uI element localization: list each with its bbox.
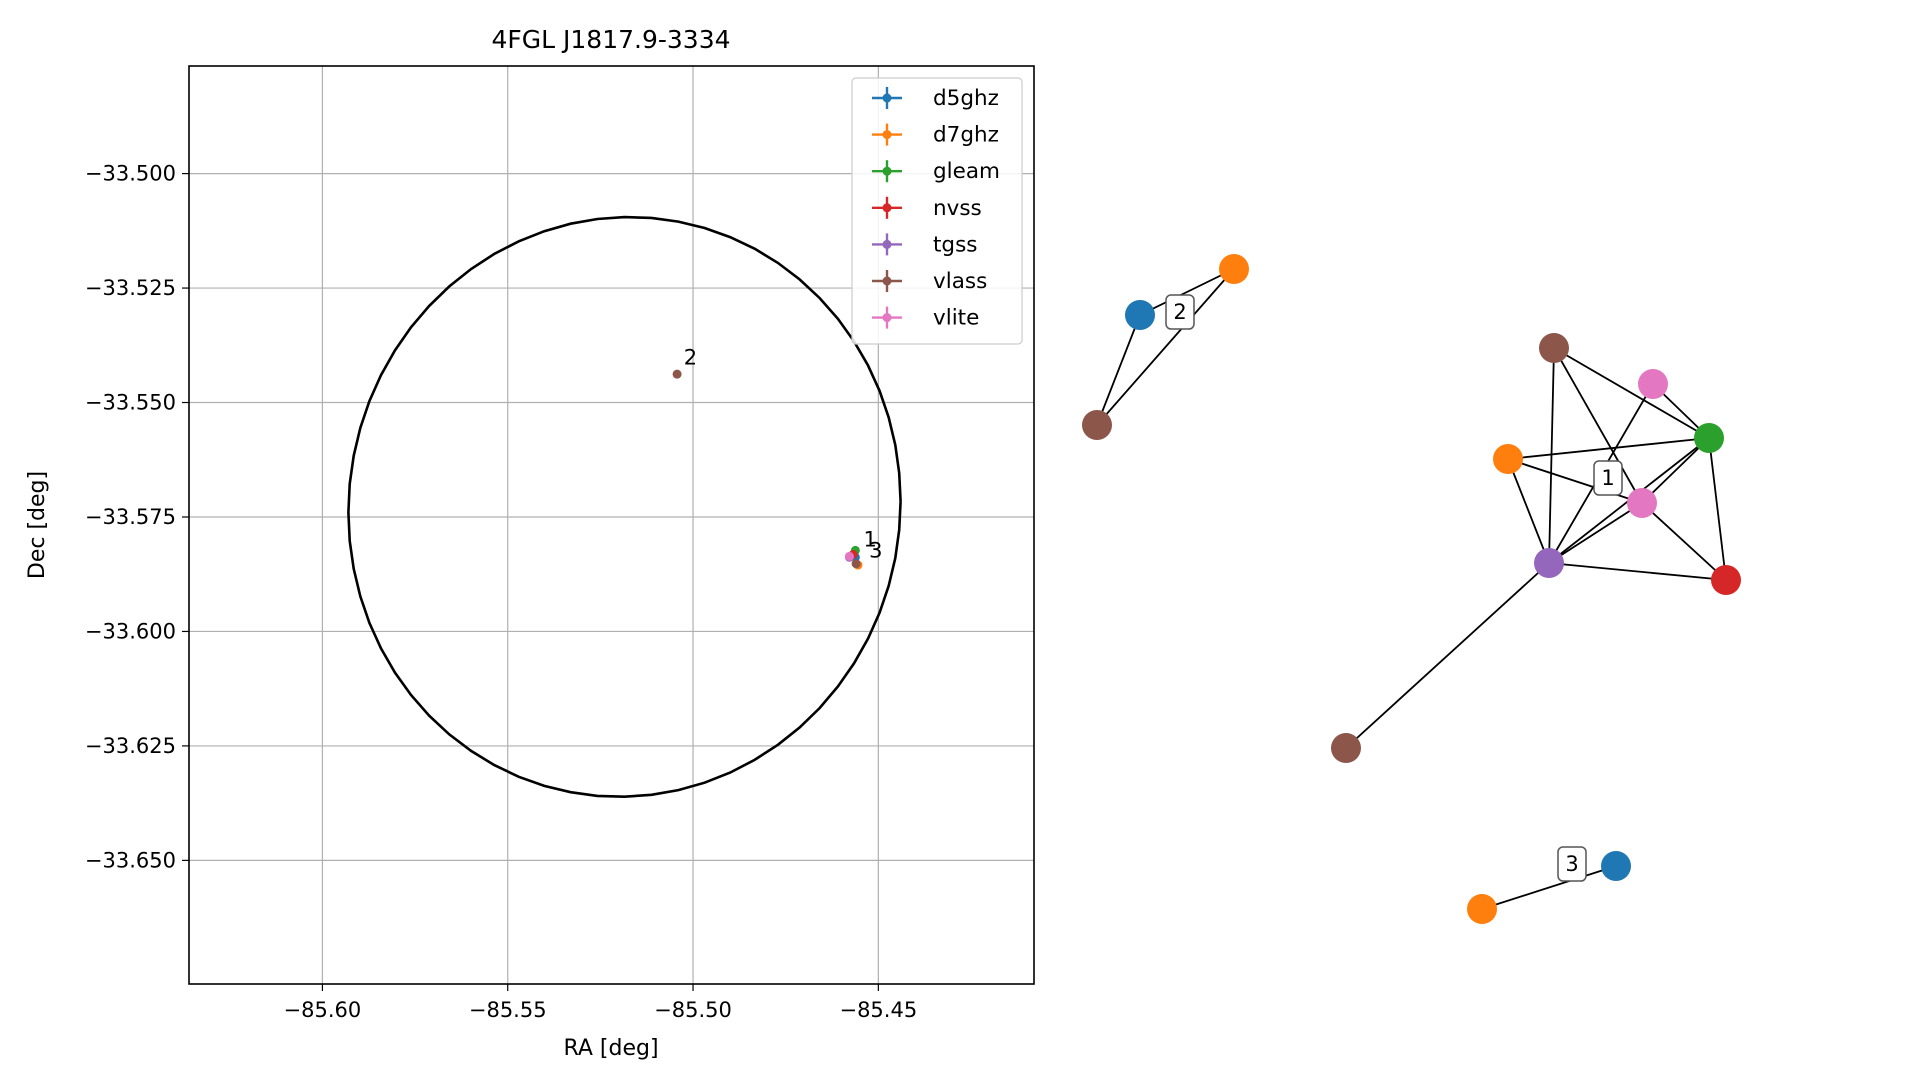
- group-label-2: 2: [1165, 294, 1195, 330]
- y-tick-label: −33.625: [85, 734, 176, 758]
- legend-label: d7ghz: [933, 123, 999, 148]
- vlite-point: [844, 551, 854, 561]
- network-panel: 1 2 3: [1082, 254, 1741, 924]
- graph-edge: [1139, 268, 1235, 316]
- point-labels: 2 13: [684, 346, 883, 563]
- data-points: [672, 369, 863, 570]
- graph-nodes: [1082, 254, 1741, 924]
- graph-edge: [1641, 437, 1710, 504]
- graph-edge: [1548, 502, 1643, 564]
- localization-ellipse-layer: [347, 215, 902, 799]
- graph-node-d5ghz: [1125, 300, 1155, 330]
- legend-label: vlass: [933, 269, 987, 294]
- legend-label: gleam: [933, 159, 1000, 184]
- graph-node-d7ghz: [1219, 254, 1249, 284]
- x-tick-label: −85.45: [839, 998, 917, 1022]
- legend-marker-dot: [882, 166, 892, 176]
- vlass-point: [672, 369, 682, 379]
- legend-marker-dot: [882, 276, 892, 286]
- legend-item-nvss: nvss: [872, 196, 982, 221]
- point-label-1: 1: [864, 528, 877, 552]
- y-tick-label: −33.550: [85, 391, 176, 415]
- localization-ellipse: [347, 215, 902, 799]
- graph-edge: [1548, 562, 1727, 581]
- graph-edge: [1345, 562, 1550, 749]
- group-label-box: [1165, 294, 1195, 330]
- graph-edge: [1507, 458, 1643, 504]
- graph-edge: [1096, 314, 1141, 426]
- graph-edge: [1548, 347, 1555, 564]
- graph-edge: [1553, 347, 1643, 504]
- group-label-text: 2: [1173, 300, 1186, 324]
- graph-node-gleam: [1694, 423, 1724, 453]
- y-tick-label: −33.575: [85, 505, 176, 529]
- group-label-box: [1593, 460, 1623, 496]
- graph-node-tgss: [1534, 548, 1564, 578]
- group-label-text: 1: [1601, 466, 1614, 490]
- group-label-3: 3: [1557, 846, 1587, 882]
- y-tick-label: −33.600: [85, 619, 176, 643]
- graph-edge: [1641, 502, 1727, 581]
- axis-ticks: −85.60 −85.55 −85.50 −85.45 −33.500 −33.525 −3…: [85, 162, 917, 1022]
- legend-item-d7ghz: d7ghz: [872, 123, 999, 148]
- graph-node-vlass: [1082, 410, 1112, 440]
- legend-marker-dot: [882, 313, 892, 323]
- legend: d5ghz d7ghz gleam nvss tgss vlass vlite: [851, 77, 1023, 345]
- group-label-1: 1: [1593, 460, 1623, 496]
- legend-item-d5ghz: d5ghz: [872, 86, 999, 111]
- graph-edge: [1481, 865, 1617, 910]
- graph-node-d5ghz: [1601, 851, 1631, 881]
- legend-marker-dot: [882, 93, 892, 103]
- grid: [189, 66, 1034, 984]
- legend-frame: [851, 77, 1023, 345]
- legend-marker-dot: [882, 130, 892, 140]
- graph-edge: [1708, 437, 1727, 581]
- legend-label: nvss: [933, 196, 982, 221]
- y-axis-label: Dec [deg]: [25, 471, 50, 579]
- graph-edge: [1507, 437, 1710, 460]
- graph-node-d7ghz: [1467, 894, 1497, 924]
- point-label-2: 2: [684, 346, 697, 370]
- graph-node-vlite: [1627, 488, 1657, 518]
- x-tick-label: −85.55: [469, 998, 547, 1022]
- axes-frame: [188, 65, 1035, 985]
- y-tick-label: −33.650: [85, 848, 176, 872]
- graph-edge: [1507, 458, 1550, 564]
- graph-node-vlass: [1539, 333, 1569, 363]
- scatter-panel: 2 13 −85.60 −85.55 −85.50 −85.45 −33.500 −33.5…: [25, 25, 1035, 1061]
- y-tick-label: −33.525: [85, 276, 176, 300]
- x-tick-label: −85.60: [284, 998, 362, 1022]
- group-label-text: 3: [1565, 852, 1578, 876]
- legend-item-gleam: gleam: [872, 159, 1000, 184]
- graph-node-vlass: [1331, 733, 1361, 763]
- graph-node-vlite: [1638, 369, 1668, 399]
- legend-marker-dot: [882, 203, 892, 213]
- legend-item-tgss: tgss: [872, 232, 977, 257]
- legend-label: tgss: [933, 232, 977, 257]
- graph-edge: [1553, 347, 1710, 439]
- group-labels: 1 2 3: [1165, 294, 1623, 882]
- group-label-box: [1557, 846, 1587, 882]
- legend-item-vlite: vlite: [872, 306, 979, 331]
- x-tick-label: −85.50: [654, 998, 732, 1022]
- y-tick-label: −33.500: [85, 162, 176, 186]
- legend-label: d5ghz: [933, 86, 999, 111]
- graph-edge: [1096, 268, 1235, 426]
- chart-title: 4FGL J1817.9-3334: [491, 25, 730, 54]
- x-axis-label: RA [deg]: [563, 1036, 658, 1061]
- point-label-3: 3: [869, 538, 882, 562]
- graph-node-d7ghz: [1493, 444, 1523, 474]
- legend-marker-dot: [882, 239, 892, 249]
- legend-label: vlite: [933, 306, 979, 331]
- legend-item-vlass: vlass: [872, 269, 987, 294]
- vlass-point: [851, 559, 861, 569]
- graph-node-nvss: [1711, 565, 1741, 595]
